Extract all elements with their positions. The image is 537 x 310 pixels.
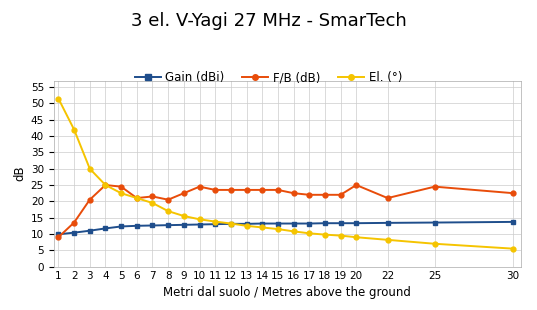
X-axis label: Metri dal suolo / Metres above the ground: Metri dal suolo / Metres above the groun… [163,286,411,299]
Y-axis label: dB: dB [13,166,26,181]
Legend: Gain (dBi), F/B (dB), El. (°): Gain (dBi), F/B (dB), El. (°) [130,66,407,89]
Text: 3 el. V-Yagi 27 MHz - SmarTech: 3 el. V-Yagi 27 MHz - SmarTech [130,12,407,30]
